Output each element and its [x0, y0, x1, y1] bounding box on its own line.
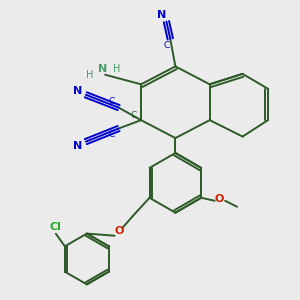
Text: H: H — [86, 70, 93, 80]
Text: N: N — [73, 141, 83, 152]
Text: C: C — [109, 130, 115, 139]
Text: N: N — [157, 10, 166, 20]
Text: O: O — [214, 194, 224, 204]
Text: O: O — [115, 226, 124, 236]
Text: C: C — [164, 41, 170, 50]
Text: C: C — [109, 97, 115, 106]
Text: Cl: Cl — [49, 222, 61, 232]
Text: H: H — [113, 64, 121, 74]
Text: C: C — [130, 111, 137, 120]
Text: N: N — [73, 86, 83, 96]
Text: N: N — [98, 64, 107, 74]
